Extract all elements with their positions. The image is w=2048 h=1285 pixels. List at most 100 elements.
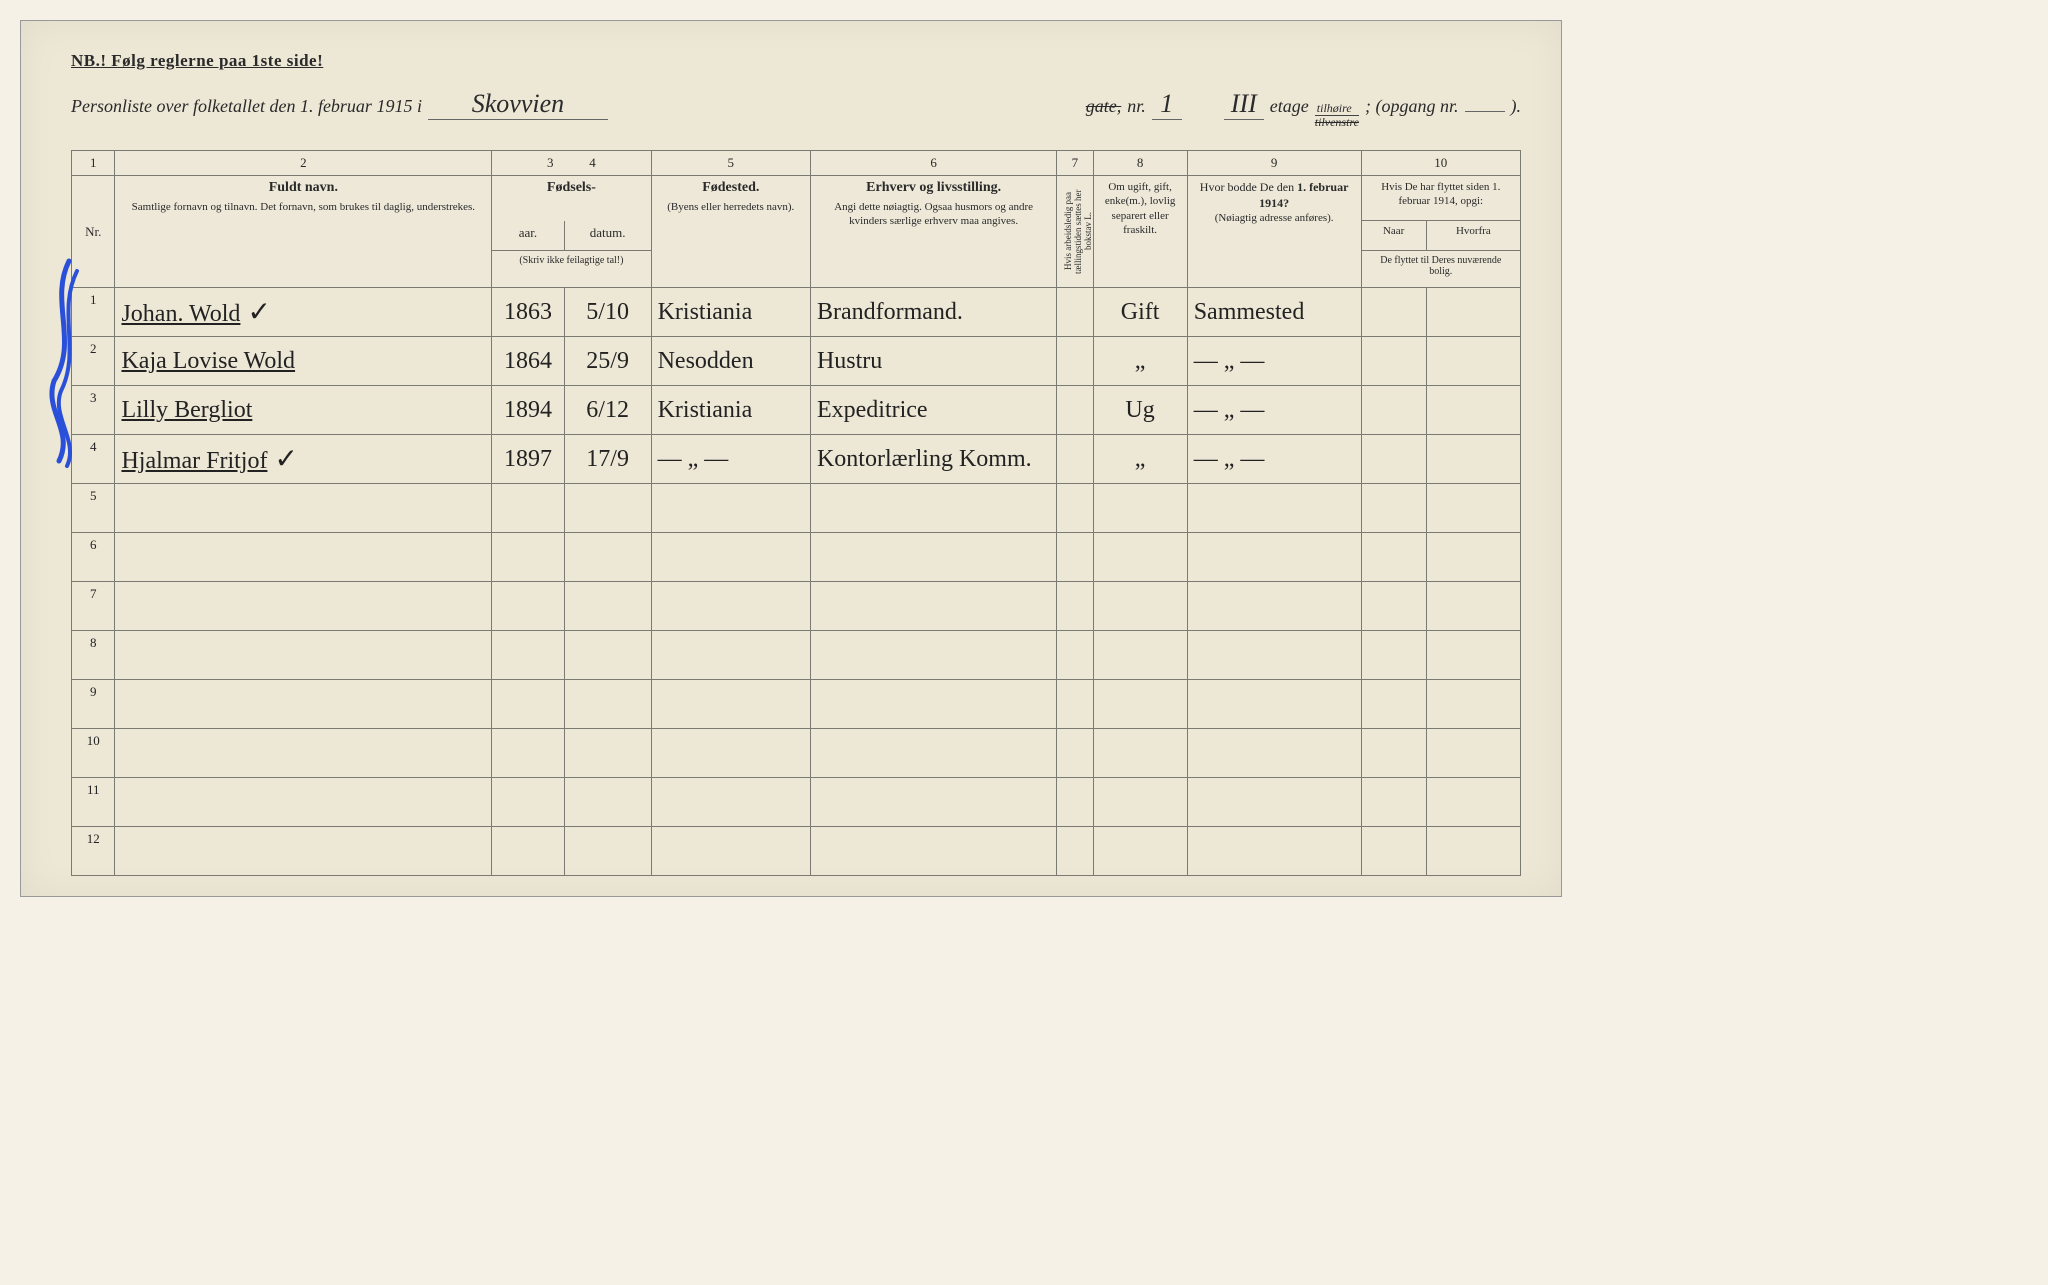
- hdr-name: Fuldt navn. Samtlige fornavn og tilnavn.…: [115, 176, 492, 288]
- cell-c7: [1057, 435, 1093, 484]
- cell-name: [115, 778, 492, 827]
- side-bottom: tilvenstre: [1315, 116, 1359, 129]
- table-row: 7: [72, 582, 1521, 631]
- cell-when: [1361, 778, 1426, 827]
- cell-when: [1361, 288, 1426, 337]
- cell-c7: [1057, 337, 1093, 386]
- cell-c7: [1057, 288, 1093, 337]
- cell-date: [564, 631, 651, 680]
- cell-when: [1361, 435, 1426, 484]
- cell-from: [1426, 827, 1520, 876]
- cell-birthplace: [651, 533, 810, 582]
- cell-year: [492, 680, 564, 729]
- table-row: 12: [72, 827, 1521, 876]
- cell-nr: 7: [72, 582, 115, 631]
- census-table: 1 2 3 4 5 6 7 8 9 10 Nr. Fuldt navn. Sam…: [71, 150, 1521, 876]
- cell-name: [115, 680, 492, 729]
- cell-year: [492, 729, 564, 778]
- cell-year: 1894: [492, 386, 564, 435]
- cell-addr1914: [1187, 827, 1361, 876]
- checkmark-icon: ✓: [267, 444, 297, 475]
- cell-nr: 5: [72, 484, 115, 533]
- hdr-when: Naar: [1361, 221, 1426, 250]
- cell-c7: [1057, 729, 1093, 778]
- cell-nr: 4: [72, 435, 115, 484]
- census-form-page: NB.! Følg reglerne paa 1ste side! Person…: [20, 20, 1562, 897]
- cell-birthplace: [651, 582, 810, 631]
- table-row: 9: [72, 680, 1521, 729]
- table-row: 1Johan. Wold ✓18635/10KristianiaBrandfor…: [72, 288, 1521, 337]
- cell-date: [564, 778, 651, 827]
- cell-status: Ug: [1093, 386, 1187, 435]
- cell-name: [115, 484, 492, 533]
- colnum: 9: [1187, 151, 1361, 176]
- cell-birthplace: [651, 631, 810, 680]
- cell-status: „: [1093, 435, 1187, 484]
- cell-status: [1093, 533, 1187, 582]
- cell-when: [1361, 729, 1426, 778]
- table-row: 8: [72, 631, 1521, 680]
- cell-year: 1864: [492, 337, 564, 386]
- hdr-occ-sub: Angi dette nøiagtig. Ogsaa husmors og an…: [817, 200, 1050, 229]
- hdr-from: Hvorfra: [1426, 221, 1520, 250]
- cell-nr: 12: [72, 827, 115, 876]
- title-prefix: Personliste over folketallet den 1. febr…: [71, 96, 422, 117]
- hdr-moved-sub: De flyttet til Deres nuværende bolig.: [1361, 250, 1520, 287]
- colnum: 10: [1361, 151, 1520, 176]
- cell-year: [492, 582, 564, 631]
- cell-occupation: Expeditrice: [810, 386, 1056, 435]
- cell-status: [1093, 680, 1187, 729]
- hdr-nr: Nr.: [72, 176, 115, 288]
- hdr-birth-group: Fødsels-: [492, 176, 651, 221]
- cell-addr1914: — „ —: [1187, 386, 1361, 435]
- table-body: 1Johan. Wold ✓18635/10KristianiaBrandfor…: [72, 288, 1521, 876]
- side-fraction: tilhøire tilvenstre: [1315, 102, 1359, 128]
- cell-date: 25/9: [564, 337, 651, 386]
- cell-date: [564, 680, 651, 729]
- cell-status: Gift: [1093, 288, 1187, 337]
- cell-from: [1426, 582, 1520, 631]
- hdr-name-sub: Samtlige fornavn og tilnavn. Det fornavn…: [121, 200, 485, 214]
- cell-occupation: [810, 778, 1056, 827]
- cell-occupation: [810, 827, 1056, 876]
- hdr-birth-sub: (Skriv ikke feilagtige tal!): [492, 250, 651, 287]
- cell-c7: [1057, 631, 1093, 680]
- cell-occupation: [810, 484, 1056, 533]
- cell-date: [564, 582, 651, 631]
- cell-when: [1361, 827, 1426, 876]
- cell-year: [492, 827, 564, 876]
- hdr-moved: Hvis De har flyttet siden 1. februar 191…: [1361, 176, 1520, 221]
- cell-occupation: [810, 582, 1056, 631]
- cell-date: 6/12: [564, 386, 651, 435]
- hdr-addr-main: Hvor bodde De den 1. februar 1914?: [1194, 180, 1355, 211]
- cell-nr: 9: [72, 680, 115, 729]
- cell-name: Hjalmar Fritjof ✓: [115, 435, 492, 484]
- cell-date: [564, 729, 651, 778]
- cell-year: [492, 778, 564, 827]
- colnum: 8: [1093, 151, 1187, 176]
- hdr-status: Om ugift, gift, enke(m.), lovlig separer…: [1093, 176, 1187, 288]
- cell-addr1914: [1187, 484, 1361, 533]
- cell-addr1914: [1187, 582, 1361, 631]
- cell-birthplace: [651, 484, 810, 533]
- colnum-group: 3 4: [492, 151, 651, 176]
- opgang-close: ).: [1511, 96, 1522, 117]
- hdr-status-text: Om ugift, gift, enke(m.), lovlig separer…: [1100, 180, 1181, 237]
- opgang-label: ; (opgang nr.: [1365, 96, 1459, 117]
- table-row: 2Kaja Lovise Wold186425/9NesoddenHustru„…: [72, 337, 1521, 386]
- cell-nr: 11: [72, 778, 115, 827]
- hdr-occupation: Erhverv og livsstilling. Angi dette nøia…: [810, 176, 1056, 288]
- cell-status: [1093, 729, 1187, 778]
- cell-status: „: [1093, 337, 1187, 386]
- cell-date: [564, 533, 651, 582]
- cell-from: [1426, 729, 1520, 778]
- colnum: 7: [1057, 151, 1093, 176]
- hdr-unemployed: Hvis arbeidsledig paa tællingstiden sætt…: [1057, 176, 1093, 288]
- hdr-year: aar.: [492, 221, 564, 250]
- cell-from: [1426, 533, 1520, 582]
- side-top: tilhøire: [1315, 102, 1359, 116]
- cell-addr1914: Sammested: [1187, 288, 1361, 337]
- nr-label: nr.: [1127, 96, 1146, 117]
- cell-name: Johan. Wold ✓: [115, 288, 492, 337]
- cell-c7: [1057, 778, 1093, 827]
